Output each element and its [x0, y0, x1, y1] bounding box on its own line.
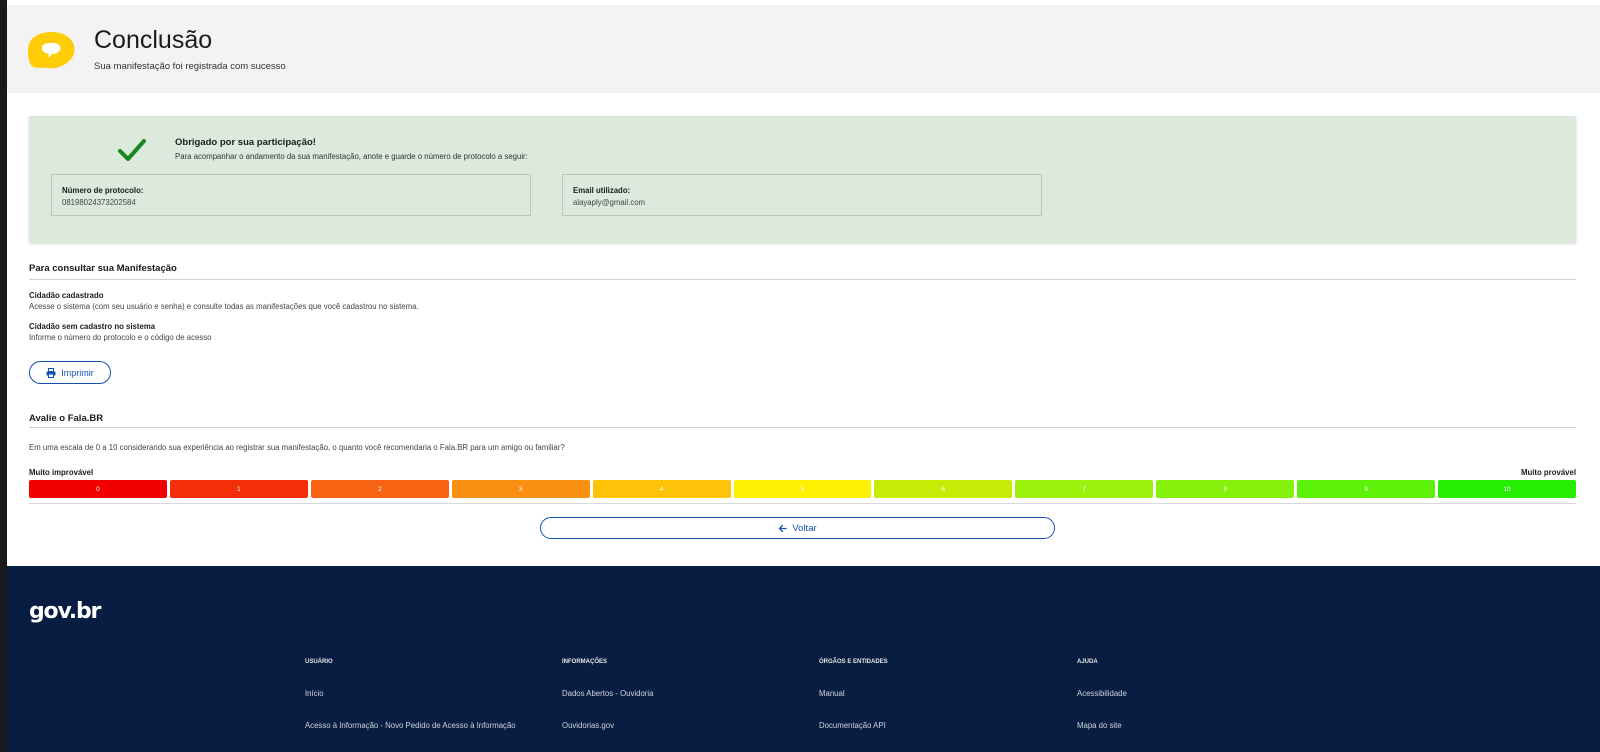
footer-column-heading: AJUDA [1077, 659, 1098, 665]
print-button-label: Imprimir [61, 367, 94, 378]
unregistered-citizen-title: Cidadão sem cadastro no sistema [29, 322, 156, 331]
page-title: Conclusão [94, 26, 213, 54]
registered-citizen-title: Cidadão cadastrado [29, 291, 104, 300]
footer-link[interactable]: Documentação API [819, 721, 886, 730]
footer-link[interactable]: Acessibilidade [1077, 689, 1127, 698]
rating-button-10[interactable]: 10 [1438, 480, 1576, 498]
email-card: Email utilizado: alayaply@gmail.com [562, 174, 1042, 216]
protocol-label: Número de protocolo: [62, 186, 144, 195]
email-label: Email utilizado: [573, 186, 631, 195]
footer-link[interactable]: Manual [819, 689, 845, 698]
footer: gov.br USUÁRIO Início Acesso à Informaçã… [7, 566, 1600, 752]
govbr-logo[interactable]: gov.br [29, 599, 101, 624]
rating-button-3[interactable]: 3 [451, 480, 590, 498]
rating-button-8[interactable]: 8 [1156, 480, 1295, 498]
protocol-card: Número de protocolo: 08198024373202584 [51, 174, 531, 216]
rating-button-2[interactable]: 2 [310, 480, 449, 498]
footer-column-heading: INFORMAÇÕES [562, 659, 607, 665]
footer-link[interactable]: Início [305, 689, 324, 698]
page-subtitle: Sua manifestação foi registrada com suce… [94, 61, 286, 72]
page-header: Conclusão Sua manifestação foi registrad… [7, 5, 1600, 93]
page: Conclusão Sua manifestação foi registrad… [7, 0, 1600, 752]
footer-column-orgaos: ÓRGÃOS E ENTIDADES Manual Documentação A… [819, 659, 1069, 730]
rating-button-9[interactable]: 9 [1297, 480, 1436, 498]
fala-br-logo [27, 32, 75, 69]
divider [29, 279, 1576, 280]
consult-section-title: Para consultar sua Manifestação [29, 263, 177, 274]
rating-section-title: Avalie o Fala.BR [29, 413, 104, 424]
registered-citizen-text: Acesse o sistema (com seu usuário e senh… [29, 302, 419, 311]
footer-column-ajuda: AJUDA Acessibilidade Mapa do site [1077, 659, 1327, 730]
back-button[interactable]: Voltar [540, 517, 1055, 539]
checkmark-icon [118, 139, 146, 161]
rating-button-5[interactable]: 5 [733, 480, 872, 498]
email-value: alayaply@gmail.com [573, 198, 646, 207]
rating-button-6[interactable]: 6 [874, 480, 1013, 498]
thanks-text: Para acompanhar o andamento da sua manif… [175, 152, 528, 161]
footer-link[interactable]: Dados Abertos - Ouvidoria [562, 689, 654, 698]
footer-link[interactable]: Mapa do site [1077, 721, 1122, 730]
footer-column-usuario: USUÁRIO Início Acesso à Informação - Nov… [305, 659, 555, 730]
footer-column-heading: USUÁRIO [305, 659, 333, 665]
divider [29, 503, 1576, 504]
scale-min-label: Muito improvável [29, 468, 94, 477]
rating-button-1[interactable]: 1 [169, 480, 308, 498]
unregistered-citizen-text: Informe o número do protocolo e o código… [29, 333, 212, 342]
success-panel: Obrigado por sua participação! Para acom… [29, 116, 1576, 243]
rating-scale: 0 1 2 3 4 5 6 7 8 9 10 [29, 480, 1576, 498]
thanks-title: Obrigado por sua participação! [175, 137, 316, 148]
protocol-number: 08198024373202584 [62, 198, 136, 207]
rating-button-0[interactable]: 0 [29, 480, 167, 498]
divider [29, 427, 1576, 428]
footer-column-informacoes: INFORMAÇÕES Dados Abertos - Ouvidoria Ou… [562, 659, 812, 730]
printer-icon [46, 367, 56, 378]
print-button[interactable]: Imprimir [29, 361, 111, 384]
footer-link[interactable]: Acesso à Informação - Novo Pedido de Ace… [305, 721, 516, 730]
arrow-left-icon [779, 524, 787, 532]
rating-question: Em uma escala de 0 a 10 considerando sua… [29, 443, 565, 452]
footer-link[interactable]: Ouvidorias.gov [562, 721, 615, 730]
back-button-label: Voltar [792, 522, 817, 534]
footer-column-heading: ÓRGÃOS E ENTIDADES [819, 659, 888, 665]
rating-button-7[interactable]: 7 [1015, 480, 1154, 498]
scale-max-label: Muito provável [1520, 468, 1576, 477]
rating-button-4[interactable]: 4 [592, 480, 731, 498]
